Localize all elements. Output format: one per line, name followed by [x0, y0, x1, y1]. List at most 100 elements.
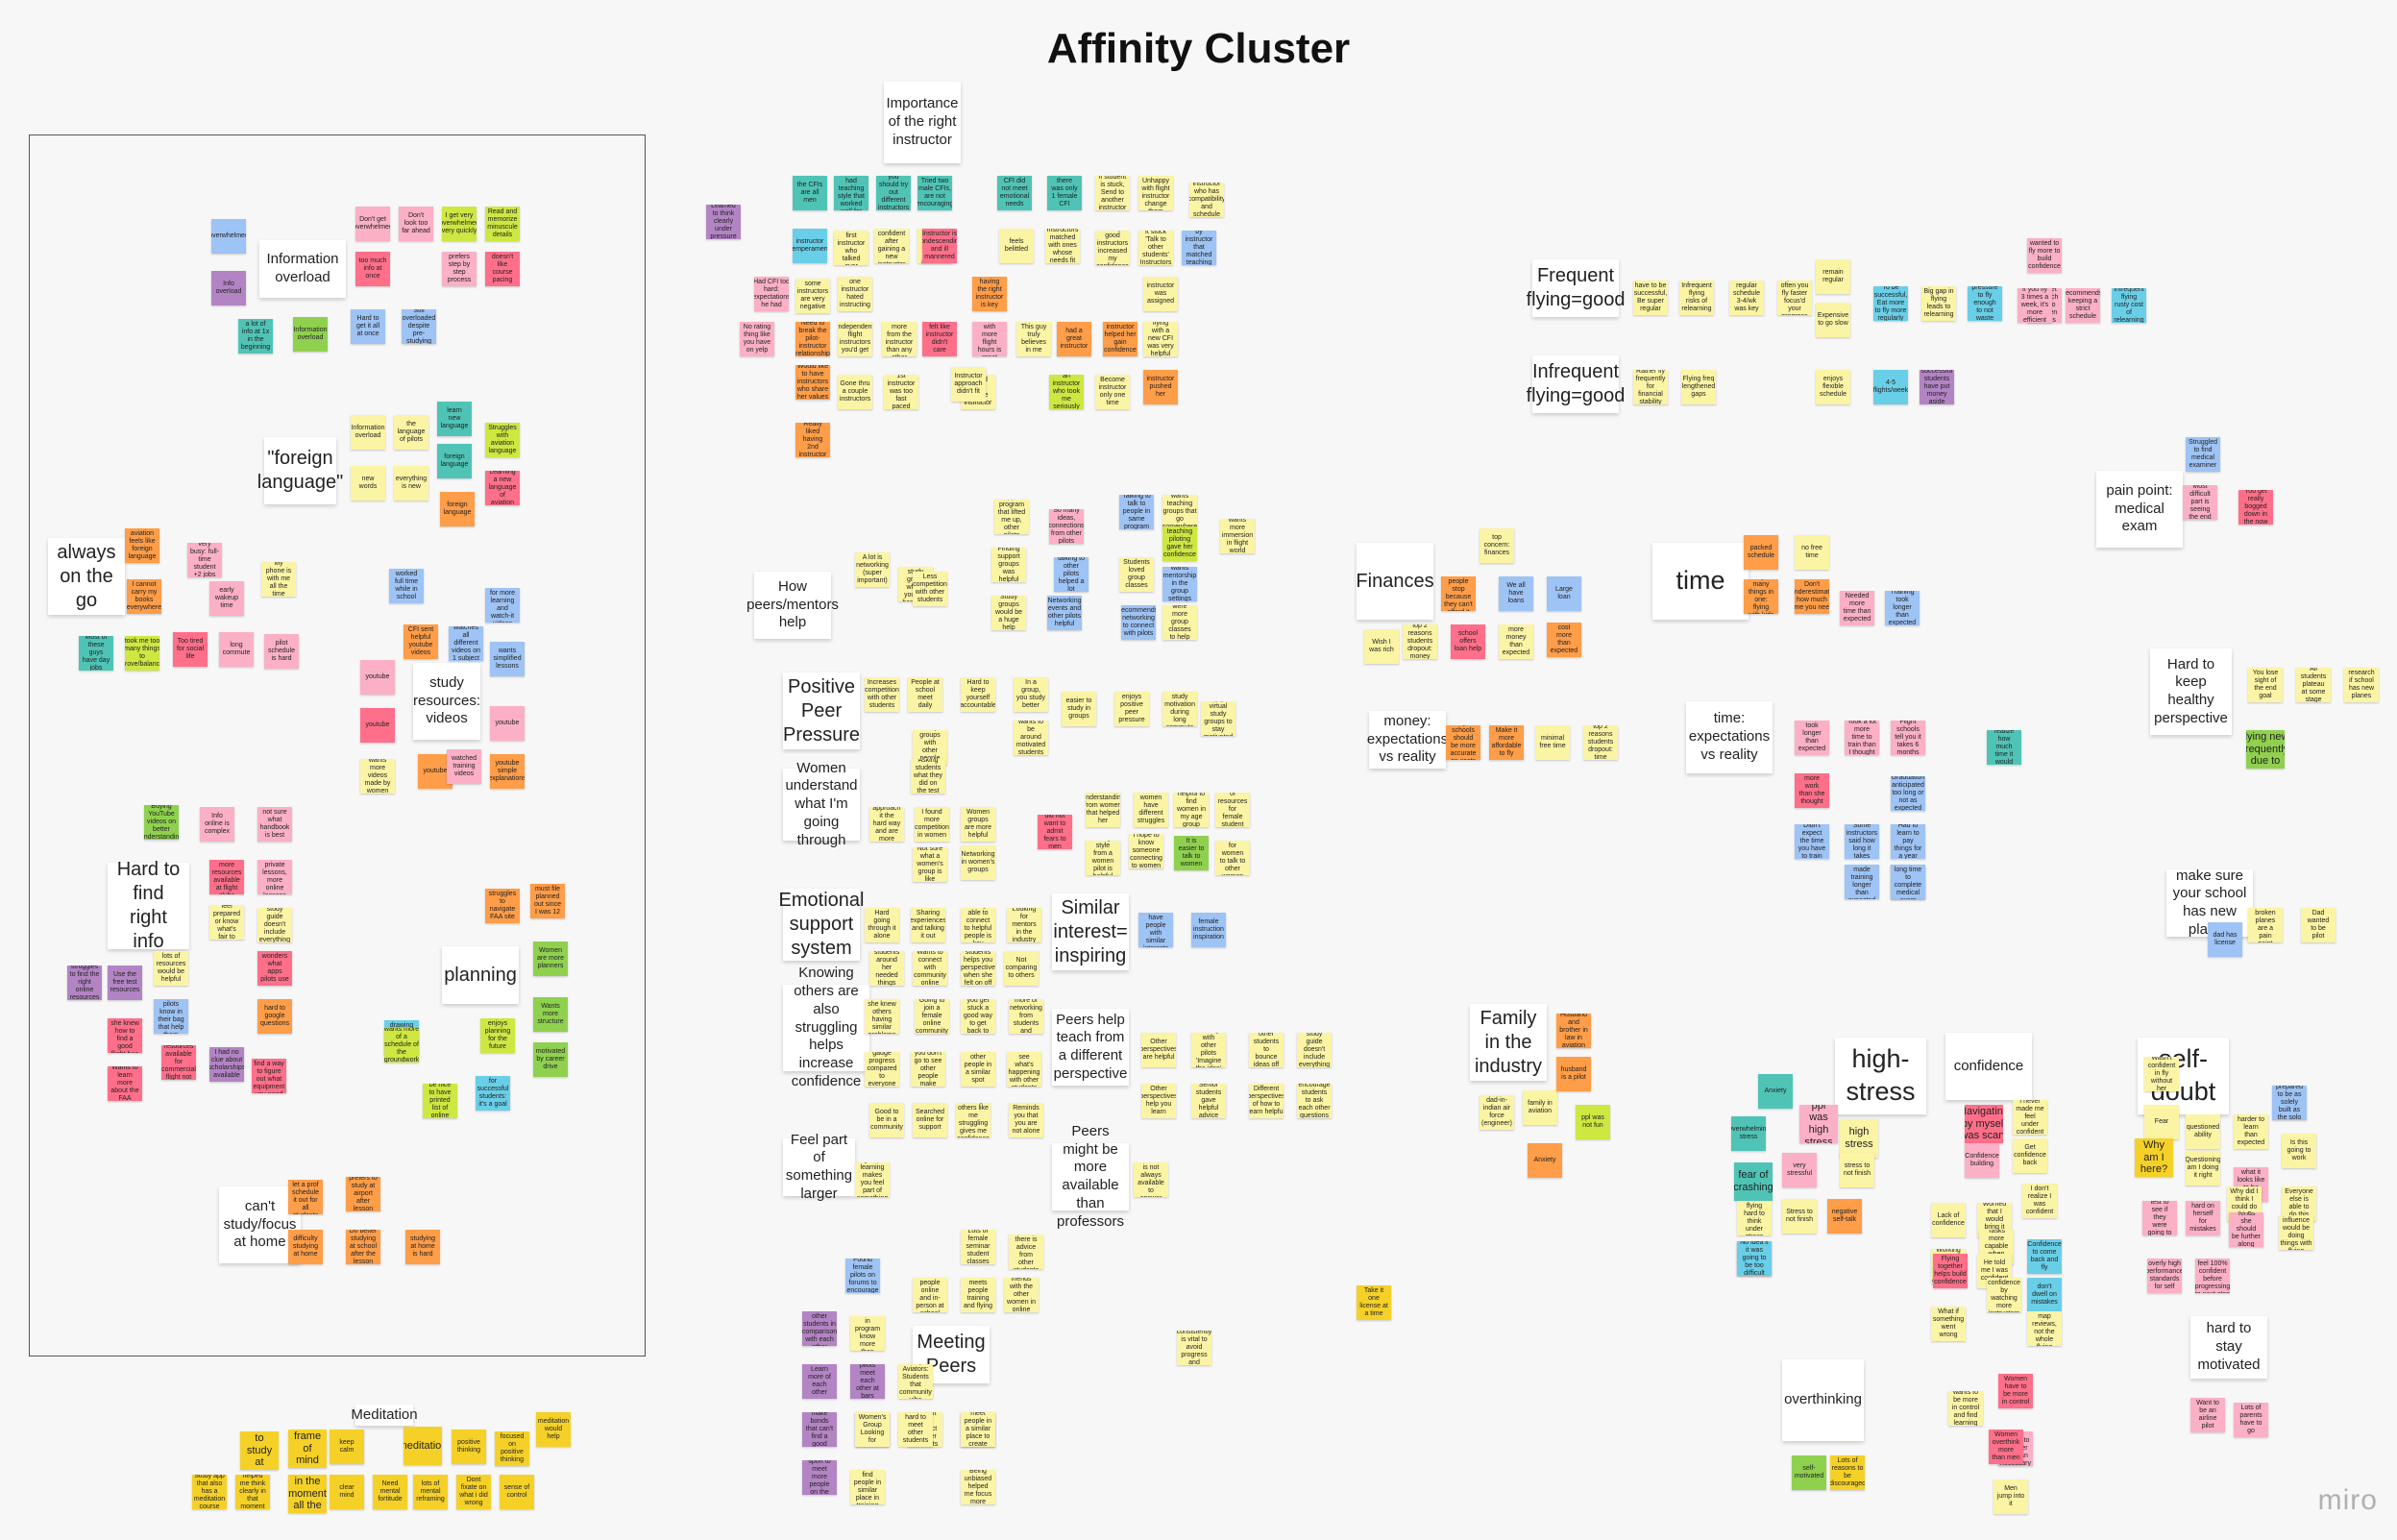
- sticky-note[interactable]: Hard to keep yourself accountable: [961, 677, 995, 712]
- cluster-header[interactable]: Family in the industry: [1470, 1004, 1547, 1081]
- sticky-note[interactable]: Dont fixate on what i did wrong: [456, 1475, 491, 1509]
- sticky-note[interactable]: To be successful, Eat more to fly more r…: [1873, 286, 1908, 321]
- cluster-header[interactable]: Infrequent flying=good: [1527, 355, 1625, 413]
- sticky-note[interactable]: no free time: [1795, 535, 1829, 570]
- sticky-note[interactable]: Ran a test to see if they were going to …: [2142, 1201, 2177, 1235]
- sticky-note[interactable]: Being unbiased helped me focus more: [961, 1470, 995, 1504]
- sticky-note[interactable]: research if school has new planes: [2344, 668, 2379, 702]
- sticky-note[interactable]: No rating thing like you have on yelp: [740, 322, 774, 356]
- sticky-note[interactable]: Women are more planners: [533, 941, 568, 976]
- sticky-note[interactable]: Rather fly frequently for financial stab…: [1633, 370, 1668, 404]
- cluster-header[interactable]: Emotional support system: [778, 889, 865, 961]
- cluster-header[interactable]: Finances: [1356, 543, 1434, 620]
- sticky-note[interactable]: motivated by career drive: [533, 1042, 568, 1077]
- sticky-note[interactable]: having the right instructor is key: [972, 277, 1007, 311]
- cluster-header[interactable]: always on the go: [48, 538, 125, 615]
- sticky-note[interactable]: Want to be an airline pilot: [2190, 1398, 2225, 1432]
- sticky-note[interactable]: Talk with other students in comparison w…: [802, 1311, 837, 1346]
- sticky-note[interactable]: feels belittled: [999, 229, 1034, 263]
- sticky-note[interactable]: Lots of female seminar student classes: [961, 1230, 995, 1264]
- sticky-note[interactable]: looks more of networking from students a…: [1009, 999, 1043, 1034]
- sticky-note[interactable]: Large loan: [1547, 576, 1581, 611]
- sticky-note[interactable]: wants more videos made by women: [360, 759, 395, 794]
- cluster-header[interactable]: Feel part of something larger: [783, 1132, 855, 1202]
- sticky-note[interactable]: Lack of other students to bounce ideas o…: [1249, 1033, 1284, 1067]
- sticky-note[interactable]: more money than expected: [1499, 624, 1533, 659]
- sticky-note[interactable]: Looking for mentors in the industry: [1007, 908, 1041, 942]
- sticky-note[interactable]: for successful students: it's a goal: [476, 1076, 510, 1111]
- sticky-note[interactable]: top concern: finances: [1480, 528, 1514, 563]
- sticky-note[interactable]: Take it one license at a time: [1357, 1285, 1391, 1320]
- sticky-note[interactable]: Questioning am I doing it right: [2186, 1151, 2220, 1186]
- sticky-note[interactable]: group learning makes you feel part of so…: [855, 1162, 890, 1197]
- sticky-note[interactable]: Networking in women's groups: [961, 845, 995, 880]
- sticky-note[interactable]: People at school meet daily: [908, 677, 942, 712]
- sticky-note[interactable]: overwhelmed: [211, 219, 246, 254]
- sticky-note[interactable]: school offers loan help: [1451, 624, 1485, 659]
- sticky-note[interactable]: watches all different videos on 1 subjec…: [449, 626, 483, 661]
- sticky-note[interactable]: hard to google questions: [257, 999, 292, 1034]
- sticky-note[interactable]: Could made training longer than expected: [1845, 865, 1879, 899]
- sticky-note[interactable]: Get a lot of resources for female studen…: [1215, 793, 1250, 827]
- sticky-note[interactable]: there was only 1 female CFI: [1047, 176, 1082, 210]
- sticky-note[interactable]: Graduation anticipated too long or not a…: [1891, 776, 1925, 811]
- sticky-note[interactable]: We all have loans: [1499, 576, 1533, 611]
- sticky-note[interactable]: I never made me feel under confident: [2013, 1100, 2047, 1135]
- sticky-note[interactable]: wants teaching groups that go somewhere: [1162, 495, 1197, 529]
- sticky-note[interactable]: recommends networking to connect with pi…: [1121, 605, 1156, 640]
- sticky-note[interactable]: Study groups would be a huge help: [991, 596, 1026, 630]
- sticky-note[interactable]: Still overloaded despite pre-studying: [402, 309, 436, 344]
- sticky-note[interactable]: fear of crashing: [1734, 1162, 1773, 1201]
- sticky-note[interactable]: Not sure what a women's group is like: [913, 847, 947, 882]
- sticky-note[interactable]: Guidance for more learning and watch-it …: [485, 588, 520, 623]
- cluster-header[interactable]: Women understand what I'm going through: [783, 760, 860, 848]
- sticky-note[interactable]: female instruction inspiration: [1191, 913, 1226, 947]
- sticky-note[interactable]: wants more of a schedule of the groundwo…: [384, 1028, 419, 1063]
- cluster-header[interactable]: Peers might be more available than profe…: [1052, 1123, 1129, 1230]
- sticky-note[interactable]: Saw friends with the other women in onli…: [1004, 1278, 1039, 1312]
- sticky-note[interactable]: Reminds you that you are not alone: [1009, 1103, 1043, 1137]
- sticky-note[interactable]: a lot of info at 1x in the beginning: [238, 319, 273, 354]
- sticky-note[interactable]: instructor was assigned: [1143, 277, 1178, 311]
- sticky-note[interactable]: Searched online for support: [913, 1103, 947, 1137]
- sticky-note[interactable]: meets people online and in-person at sch…: [913, 1278, 947, 1312]
- sticky-note[interactable]: an instructor who took me seriously: [1049, 375, 1084, 409]
- sticky-note[interactable]: too much info at once: [355, 252, 390, 286]
- sticky-note[interactable]: Didn't expect the time you have to train: [1795, 824, 1829, 859]
- sticky-note[interactable]: watched training videos: [447, 749, 481, 784]
- sticky-note[interactable]: Get confidence back: [2013, 1138, 2047, 1173]
- sticky-note[interactable]: It's easier for women to talk to other w…: [1215, 841, 1250, 875]
- sticky-note[interactable]: Wasn't confident in fly without her: [2144, 1057, 2179, 1091]
- sticky-note[interactable]: Infrequent flying risks of relearning: [1679, 281, 1714, 315]
- sticky-note[interactable]: What if something went wrong: [1931, 1307, 1966, 1341]
- sticky-note[interactable]: Information overload: [351, 415, 385, 450]
- sticky-note[interactable]: family in aviation: [1523, 1090, 1557, 1125]
- sticky-note[interactable]: Confidence building: [1965, 1143, 1999, 1178]
- sticky-note[interactable]: other people in a similar spot: [961, 1052, 995, 1087]
- sticky-note[interactable]: Found female pilots on forums to encoura…: [845, 1259, 880, 1293]
- sticky-note[interactable]: It stuck 'Talk to other students' Instru…: [1138, 231, 1173, 265]
- sticky-note[interactable]: Infrequent flying rusty cost of relearni…: [2112, 288, 2146, 323]
- sticky-note[interactable]: A lot of people stop because they can't …: [1441, 576, 1476, 611]
- sticky-note[interactable]: Understanding from women that helped her: [1086, 793, 1120, 827]
- sticky-note[interactable]: lots of resources would be helpful: [154, 951, 188, 986]
- sticky-note[interactable]: Had to find a way to figure out what equ…: [252, 1059, 286, 1093]
- sticky-note[interactable]: Wasn't prepared to be as solely built as…: [2272, 1086, 2307, 1120]
- sticky-note[interactable]: meditation: [404, 1427, 442, 1465]
- sticky-note[interactable]: stress flying hard to think under stress: [1737, 1201, 1772, 1235]
- sticky-note[interactable]: Other perspectives help you learn: [1141, 1084, 1176, 1118]
- sticky-note[interactable]: harder to learn than expected: [2234, 1114, 2268, 1149]
- sticky-note[interactable]: Buying YouTube videos on better understa…: [144, 805, 179, 840]
- sticky-note[interactable]: Most difficult part is seeing the end: [2183, 485, 2217, 520]
- sticky-note[interactable]: CFI sent helpful youtube videos: [404, 624, 438, 659]
- sticky-note[interactable]: husband is a pilot: [1556, 1057, 1591, 1091]
- sticky-note[interactable]: if student is stuck, Send to another ins…: [1095, 176, 1130, 210]
- sticky-note[interactable]: doesn't like course pacing: [485, 252, 520, 286]
- sticky-note[interactable]: the language of pilots: [394, 415, 428, 450]
- sticky-note[interactable]: I felt pressure to fly enough to not was…: [1968, 286, 2002, 321]
- sticky-note[interactable]: Perspective influence would be doing thi…: [2279, 1215, 2313, 1250]
- sticky-note[interactable]: easier to have people with similar inter…: [1138, 913, 1173, 947]
- sticky-note[interactable]: Increases competition with other student…: [865, 677, 899, 712]
- cluster-header[interactable]: Hard to find right info: [108, 859, 189, 952]
- sticky-note[interactable]: You get really bogged down in the now: [2238, 490, 2273, 525]
